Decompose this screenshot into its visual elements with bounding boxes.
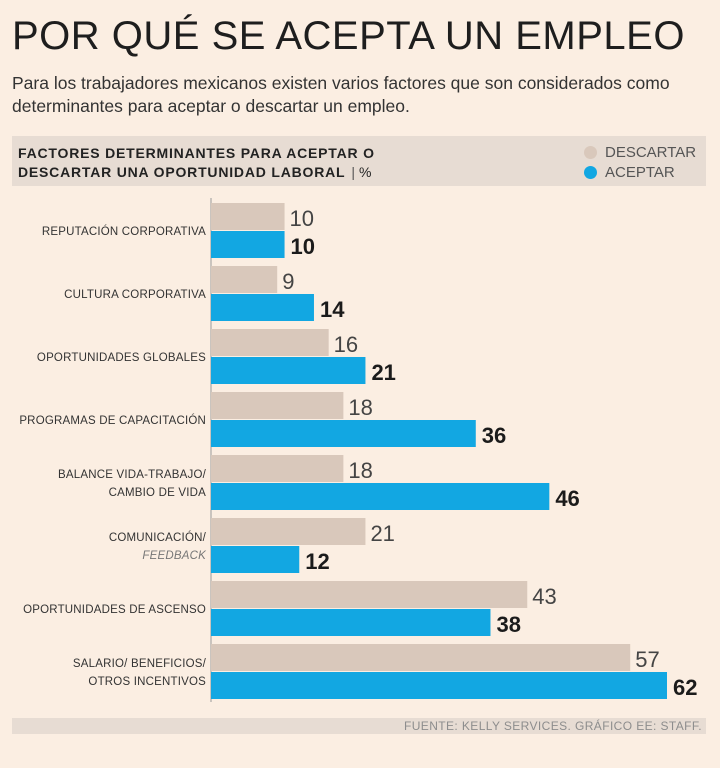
category-label: FEEDBACK — [142, 550, 207, 562]
footer-band: FUENTE: KELLY SERVICES. GRÁFICO EE: STAF… — [12, 718, 706, 734]
bar-descartar — [211, 455, 344, 482]
value-label-descartar: 21 — [370, 521, 394, 546]
category-label: BALANCE VIDA-TRABAJO/ — [58, 469, 207, 481]
value-label-aceptar: 62 — [673, 675, 697, 700]
value-label-aceptar: 46 — [555, 486, 579, 511]
value-label-descartar: 57 — [635, 647, 659, 672]
value-label-descartar: 9 — [282, 269, 294, 294]
legend-item-descartar: DESCARTAR — [584, 142, 696, 162]
bar-descartar — [211, 644, 631, 671]
bar-aceptar — [211, 609, 491, 636]
value-label-descartar: 43 — [532, 584, 556, 609]
header-title-line1: FACTORES DETERMINANTES PARA ACEPTAR O — [18, 145, 375, 161]
bar-aceptar — [211, 357, 366, 384]
value-label-aceptar: 38 — [496, 612, 520, 637]
bar-descartar — [211, 329, 329, 356]
legend-label-aceptar: ACEPTAR — [605, 163, 675, 181]
category-label: SALARIO/ BENEFICIOS/ — [73, 658, 207, 670]
category-label: PROGRAMAS DE CAPACITACIÓN — [19, 414, 206, 427]
legend-item-aceptar: ACEPTAR — [584, 162, 696, 182]
bar-aceptar — [211, 231, 285, 258]
value-label-descartar: 18 — [348, 395, 372, 420]
bar-aceptar — [211, 672, 667, 699]
bar-aceptar — [211, 546, 300, 573]
header-title-line2: DESCARTAR UNA OPORTUNIDAD LABORAL — [18, 164, 346, 180]
category-label: OTROS INCENTIVOS — [88, 676, 206, 688]
value-label-aceptar: 14 — [320, 297, 345, 322]
value-label-descartar: 18 — [348, 458, 372, 483]
bar-descartar — [211, 203, 285, 230]
value-label-descartar: 16 — [334, 332, 358, 357]
bar-descartar — [211, 266, 278, 293]
category-label: CAMBIO DE VIDA — [109, 487, 207, 499]
bar-descartar — [211, 392, 344, 419]
value-label-descartar: 10 — [290, 206, 314, 231]
value-label-aceptar: 10 — [291, 234, 315, 259]
category-label: OPORTUNIDADES GLOBALES — [37, 352, 206, 364]
category-label: CULTURA CORPORATIVA — [64, 289, 206, 301]
legend: DESCARTAR ACEPTAR — [584, 142, 696, 182]
legend-label-descartar: DESCARTAR — [605, 143, 697, 161]
category-label: REPUTACIÓN CORPORATIVA — [42, 225, 206, 238]
bar-aceptar — [211, 483, 550, 510]
chart-title: POR QUÉ SE ACEPTA UN EMPLEO — [12, 14, 685, 58]
chart-subtitle: Para los trabajadores mexicanos existen … — [12, 73, 670, 116]
header-title: FACTORES DETERMINANTES PARA ACEPTAR O DE… — [18, 144, 375, 182]
header-unit: % — [345, 164, 371, 180]
value-label-aceptar: 21 — [371, 360, 395, 385]
value-label-aceptar: 12 — [305, 549, 329, 574]
bar-descartar — [211, 518, 366, 545]
source-note: FUENTE: KELLY SERVICES. GRÁFICO EE: STAF… — [404, 719, 702, 733]
bar-aceptar — [211, 420, 476, 447]
category-label: COMUNICACIÓN/ — [109, 531, 207, 544]
bar-descartar — [211, 581, 528, 608]
bar-aceptar — [211, 294, 314, 321]
category-label: OPORTUNIDADES DE ASCENSO — [23, 604, 206, 616]
legend-swatch-descartar — [584, 145, 597, 159]
legend-swatch-aceptar — [584, 165, 597, 179]
value-label-aceptar: 36 — [482, 423, 506, 448]
chart-header: FACTORES DETERMINANTES PARA ACEPTAR O DE… — [12, 136, 706, 186]
